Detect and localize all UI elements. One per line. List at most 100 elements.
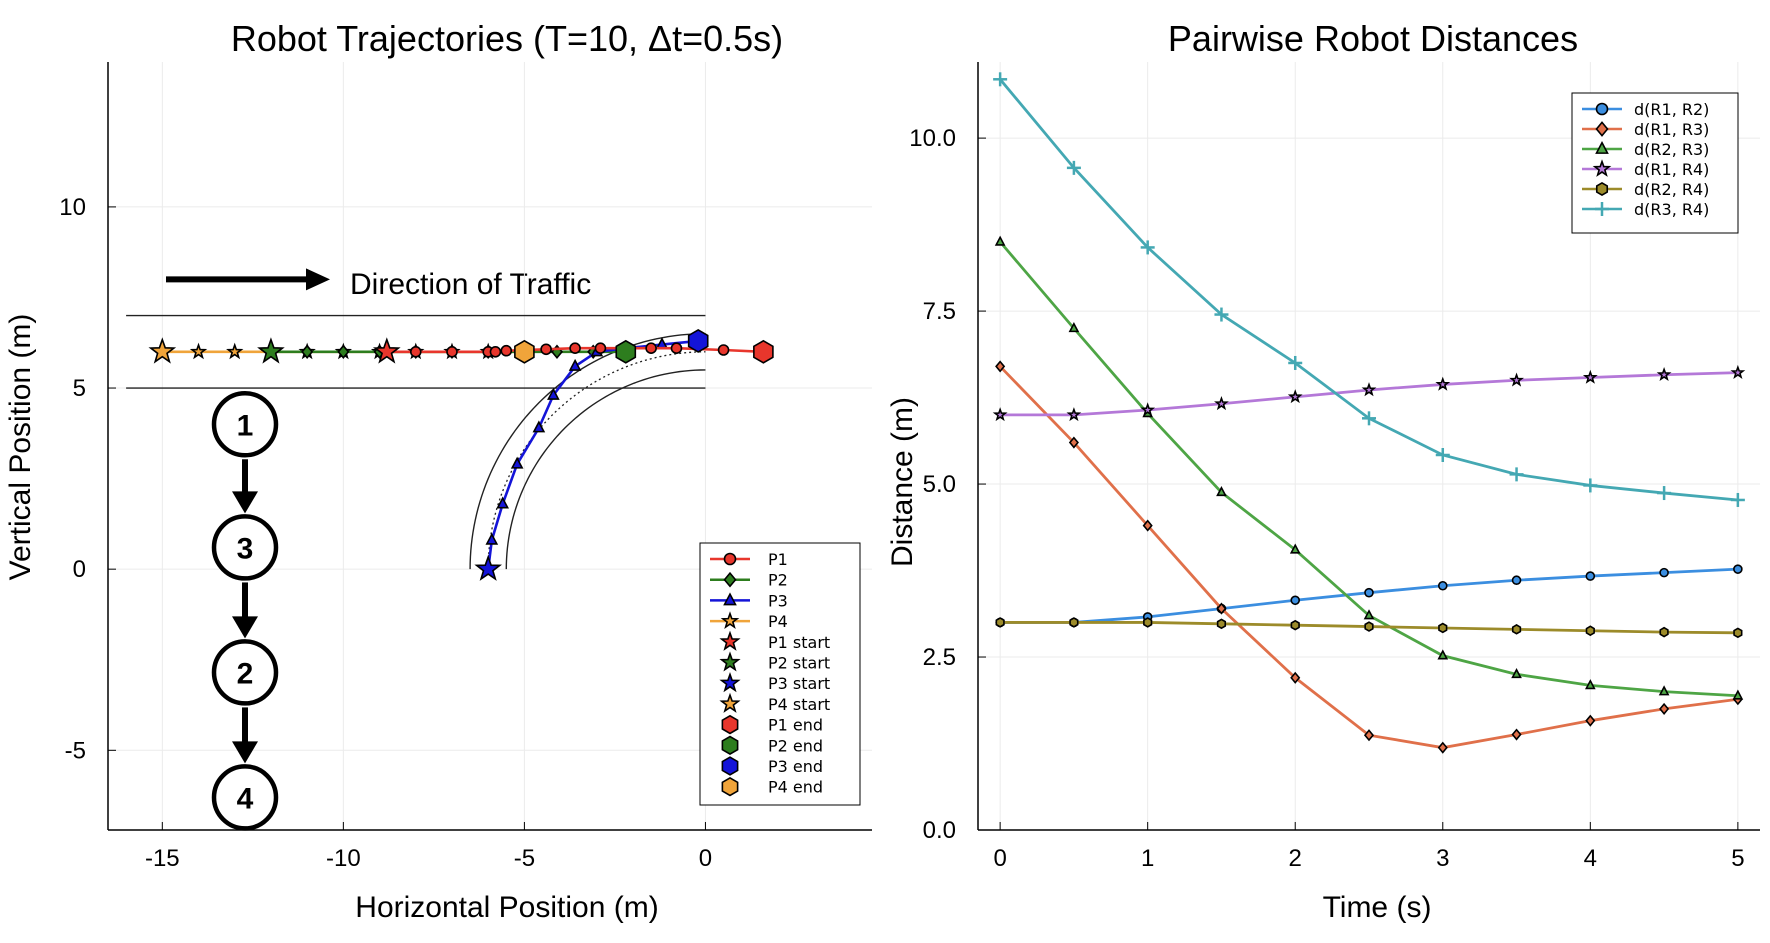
distance-data-point <box>1290 671 1301 684</box>
x-tick-label: -10 <box>326 845 361 872</box>
p3-trajectory-point <box>496 496 509 509</box>
p1-trajectory-point <box>489 346 502 358</box>
p1-trajectory-point <box>594 342 607 354</box>
distance-data-point <box>995 617 1005 628</box>
distance-data-point <box>995 360 1006 373</box>
p2-end-marker <box>615 339 637 364</box>
traffic-direction-arrowhead <box>306 268 330 291</box>
x-tick-label: -5 <box>514 845 535 872</box>
x-tick-label: 3 <box>1436 845 1449 872</box>
distance-data-point <box>1364 621 1374 632</box>
order-node-label: 4 <box>237 782 254 815</box>
y-tick-label: 5 <box>73 375 86 402</box>
order-arrowhead <box>232 741 258 764</box>
y-tick-label: 5.0 <box>923 471 956 498</box>
legend-start-swatch <box>719 630 741 651</box>
legend-entry-label: P1 start <box>768 633 830 652</box>
order-node-label: 3 <box>237 532 254 565</box>
distance-data-point <box>1068 322 1080 333</box>
distance-data-point <box>1509 372 1524 387</box>
distance-data-point <box>1437 649 1449 660</box>
distance-data-point <box>1585 625 1595 637</box>
distance-data-point <box>1289 543 1301 554</box>
p1-trajectory-point <box>717 344 730 356</box>
distance-data-point <box>1216 486 1227 497</box>
order-node <box>211 639 279 706</box>
p3-start-marker <box>474 554 503 581</box>
distance-data-point <box>1509 467 1524 482</box>
legend-end-swatch <box>721 756 739 776</box>
distance-data-point <box>1730 492 1745 507</box>
distance-data-point <box>1363 729 1375 742</box>
distance-data-point <box>1584 679 1596 690</box>
p1-trajectory-point <box>569 342 581 354</box>
distance-data-point <box>1511 668 1522 679</box>
traffic-direction-label: Direction of Traffic <box>350 268 591 301</box>
distance-data-point <box>1659 702 1670 715</box>
turn-lane-centerline <box>487 351 706 570</box>
x-tick-label: 2 <box>1289 845 1302 872</box>
p3-trajectory-point <box>547 387 560 400</box>
order-arrowhead <box>232 616 258 639</box>
legend-marker-swatch <box>1595 140 1609 154</box>
legend-marker-swatch <box>720 611 740 630</box>
legend-marker-swatch <box>1595 121 1609 137</box>
legend-entry-label: P3 start <box>768 674 830 693</box>
p3-trajectory-point <box>568 358 582 371</box>
legend-marker-swatch <box>1595 182 1609 196</box>
p1-trajectory-point <box>670 342 683 354</box>
legend-entry-label: P2 start <box>768 654 830 673</box>
distance-data-point <box>1730 364 1746 379</box>
distance-y-axis-label: Distance (m) <box>886 397 919 567</box>
distance-data-point <box>1511 728 1522 741</box>
distance-data-point <box>1068 436 1079 449</box>
distance-data-point <box>1659 567 1669 578</box>
turn-lane-boundary <box>505 369 706 570</box>
legend-entry-label: P4 end <box>768 778 823 797</box>
distance-data-point <box>1069 617 1079 628</box>
distance-data-point <box>1582 369 1598 384</box>
distance-data-point <box>1066 160 1081 175</box>
distance-data-point <box>1511 575 1522 586</box>
x-tick-label: 5 <box>1731 845 1744 872</box>
p4-trajectory-point <box>226 342 244 360</box>
legend-entry-label: P3 end <box>768 757 823 776</box>
distance-data-point <box>1216 618 1227 630</box>
legend-start-swatch <box>719 692 741 713</box>
p2-trajectory-point <box>301 344 314 360</box>
legend-marker-swatch <box>1592 159 1612 177</box>
p2-start-marker <box>257 337 285 364</box>
p3-end-marker <box>687 329 709 353</box>
y-tick-label: -5 <box>65 737 86 764</box>
legend-entry-label: P2 <box>768 571 788 590</box>
distance-data-point <box>1214 307 1229 322</box>
distance-data-point <box>993 72 1008 87</box>
distance-data-point <box>1732 689 1744 700</box>
distance-x-axis-label: Time (s) <box>1323 891 1432 924</box>
p3-trajectory-point <box>510 456 524 469</box>
order-node-label: 1 <box>237 409 254 442</box>
distance-data-point <box>1361 382 1377 397</box>
distance-data-point <box>1733 564 1743 574</box>
legend-entry-label: P4 start <box>768 695 830 714</box>
distance-data-point <box>1290 595 1301 606</box>
x-tick-label: 0 <box>993 845 1006 872</box>
legend-start-swatch <box>719 672 741 693</box>
distance-data-point <box>1140 240 1155 255</box>
distance-data-point <box>1287 389 1303 404</box>
p1-trajectory-point <box>540 343 552 356</box>
p3-trajectory-line <box>486 339 699 570</box>
legend-marker-swatch <box>1595 202 1609 216</box>
distance-data-point <box>1656 366 1672 382</box>
p1-trajectory-point <box>500 344 513 357</box>
distance-plot: Pairwise Robot Distances Time (s) Distan… <box>886 18 1760 924</box>
distance-data-point <box>1437 741 1448 754</box>
p1-trajectory-point <box>645 342 657 354</box>
p3-trajectory-point <box>532 420 546 433</box>
y-tick-label: 7.5 <box>923 298 956 325</box>
distance-data-point <box>1216 602 1227 615</box>
legend-marker-swatch <box>723 552 737 566</box>
y-tick-label: 10 <box>59 194 86 221</box>
